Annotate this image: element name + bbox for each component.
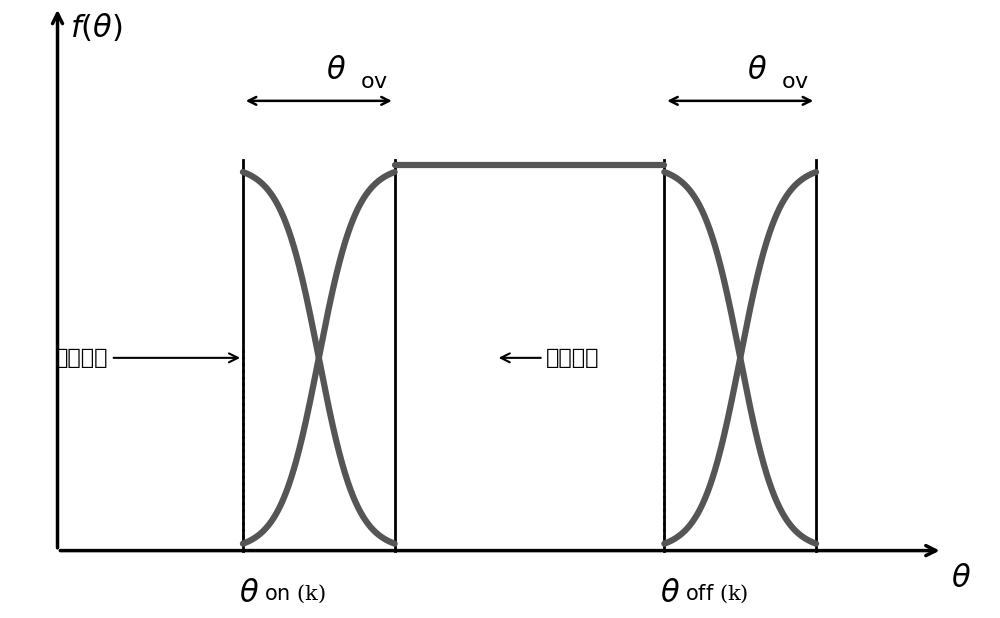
- Text: $\theta$: $\theta$: [660, 578, 680, 609]
- Text: $\theta$: $\theta$: [747, 55, 767, 86]
- Text: 第一区间: 第一区间: [55, 348, 238, 368]
- Text: $\rm on$ (k): $\rm on$ (k): [264, 583, 326, 605]
- Text: $\theta$: $\theta$: [951, 563, 971, 594]
- Text: $\rm ov$: $\rm ov$: [360, 72, 388, 93]
- Text: $\rm off$ (k): $\rm off$ (k): [685, 583, 749, 605]
- Text: $\theta$: $\theta$: [239, 578, 259, 609]
- Text: 第二区间: 第二区间: [501, 348, 600, 368]
- Text: $f(\theta)$: $f(\theta)$: [70, 12, 123, 44]
- Text: $\theta$: $\theta$: [326, 55, 346, 86]
- Text: $\rm ov$: $\rm ov$: [781, 72, 809, 93]
